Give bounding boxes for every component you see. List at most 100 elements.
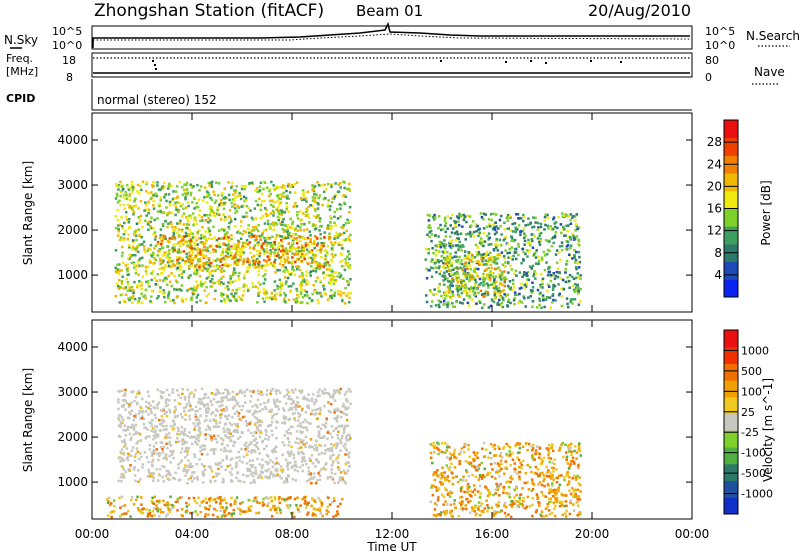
scatter-cell	[455, 230, 459, 233]
scatter-cell	[159, 446, 163, 449]
scatter-cell	[443, 292, 447, 296]
scatter-cell	[426, 233, 429, 236]
scatter-cell	[123, 442, 127, 445]
scatter-cell	[481, 260, 484, 263]
scatter-cell	[307, 466, 310, 469]
scatter-cell	[466, 232, 470, 236]
scatter-cell	[179, 219, 182, 223]
scatter-cell	[303, 222, 306, 226]
scatter-cell	[214, 414, 217, 417]
scatter-cell	[190, 298, 193, 301]
scatter-cell	[187, 503, 191, 506]
scatter-cell	[482, 232, 486, 235]
scatter-cell	[181, 416, 184, 419]
scatter-cell	[342, 429, 346, 432]
scatter-cell	[451, 277, 454, 280]
scatter-cell	[535, 249, 538, 252]
scatter-cell	[158, 248, 162, 251]
scatter-cell	[158, 203, 161, 206]
scatter-cell	[218, 237, 221, 240]
scatter-cell	[128, 194, 131, 197]
scatter-cell	[347, 250, 350, 253]
scatter-cell	[267, 455, 270, 458]
scatter-cell	[573, 237, 577, 241]
scatter-cell	[503, 293, 506, 296]
scatter-cell	[203, 235, 206, 239]
scatter-cell	[208, 273, 212, 276]
scatter-cell	[212, 425, 216, 428]
scatter-cell	[215, 441, 219, 444]
scatter-cell	[235, 476, 238, 479]
scatter-cell	[332, 197, 336, 200]
scatter-cell	[248, 409, 251, 413]
scatter-cell	[305, 479, 309, 483]
scatter-cell	[227, 247, 230, 250]
scatter-cell	[129, 289, 132, 292]
scatter-cell	[235, 430, 238, 433]
scatter-cell	[502, 276, 505, 280]
scatter-cell	[528, 265, 532, 268]
scatter-cell	[489, 273, 492, 276]
scatter-cell	[190, 296, 194, 299]
scatter-cell	[206, 453, 209, 456]
scatter-cell	[258, 204, 262, 207]
scatter-cell	[316, 181, 319, 184]
scatter-cell	[184, 405, 188, 409]
scatter-cell	[259, 424, 262, 427]
scatter-cell	[134, 268, 138, 272]
scatter-cell	[154, 441, 158, 445]
scatter-cell	[578, 255, 581, 259]
scatter-cell	[183, 396, 187, 399]
scatter-cell	[303, 257, 306, 261]
scatter-cell	[256, 190, 259, 194]
nave-tick-top: 80	[705, 54, 719, 67]
scatter-cell	[170, 222, 173, 226]
scatter-cell	[136, 250, 140, 253]
scatter-cell	[285, 207, 288, 211]
scatter-cell	[144, 268, 148, 272]
scatter-cell	[222, 227, 226, 231]
scatter-cell	[161, 254, 165, 257]
scatter-cell	[329, 289, 333, 292]
scatter-cell	[128, 286, 132, 289]
scatter-cell	[454, 244, 458, 247]
scatter-cell	[294, 464, 297, 467]
scatter-cell	[449, 224, 452, 227]
scatter-cell	[179, 241, 183, 245]
scatter-cell	[452, 305, 455, 308]
scatter-cell	[325, 449, 328, 452]
scatter-cell	[131, 239, 135, 242]
scatter-cell	[158, 454, 161, 458]
scatter-cell	[122, 451, 126, 455]
scatter-cell	[262, 242, 265, 245]
scatter-cell	[226, 444, 229, 447]
scatter-cell	[207, 465, 211, 468]
scatter-cell	[444, 294, 448, 297]
scatter-cell	[333, 281, 337, 284]
scatter-cell	[222, 396, 225, 399]
scatter-cell	[249, 469, 252, 473]
scatter-cell	[487, 259, 490, 263]
scatter-cell	[539, 222, 543, 226]
scatter-cell	[478, 299, 481, 303]
scatter-cell	[232, 193, 235, 196]
scatter-cell	[209, 280, 212, 283]
scatter-cell	[349, 402, 352, 406]
scatter-cell	[122, 474, 125, 477]
scatter-cell	[444, 262, 447, 265]
scatter-cell	[523, 239, 527, 243]
scatter-cell	[323, 236, 326, 239]
scatter-cell	[189, 476, 192, 480]
scatter-cell	[480, 243, 483, 246]
scatter-cell	[195, 419, 198, 422]
scatter-cell	[229, 277, 232, 280]
scatter-cell	[428, 224, 431, 227]
scatter-cell	[269, 409, 273, 413]
scatter-cell	[217, 194, 220, 197]
scatter-cell	[193, 428, 196, 431]
scatter-cell	[287, 210, 290, 213]
scatter-cell	[247, 429, 250, 432]
scatter-cell	[222, 248, 225, 251]
scatter-cell	[170, 184, 173, 187]
scatter-cell	[207, 276, 210, 279]
